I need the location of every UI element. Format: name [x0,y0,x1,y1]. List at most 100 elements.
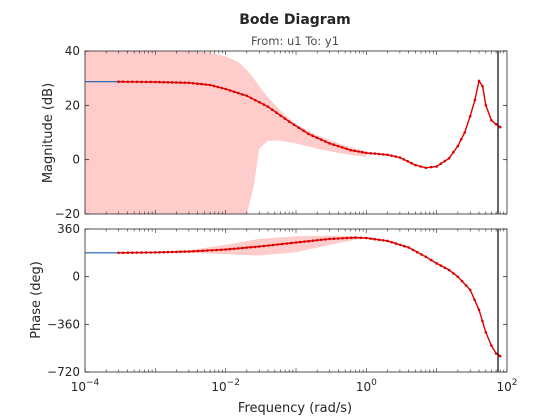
phase-data-point [324,238,327,241]
magnitude-data-point [439,162,443,165]
magnitude-data-point [191,81,195,85]
phase-data-point [241,246,244,250]
magnitude-data-point [208,83,212,87]
magnitude-data-point [262,103,266,106]
phase-data-point [135,251,139,254]
phase-data-point [280,242,284,246]
phase-data-point [365,236,368,240]
phase-data-point [354,236,357,239]
magnitude-band-area [85,51,367,214]
phase-data-point [149,251,152,254]
phase-data-point [294,241,298,244]
phase-ticks: −720 −360 0 360 10−4 10−2 100 102 [47,222,517,394]
magnitude-data-point [315,136,319,139]
phase-data-point [349,236,353,240]
phase-data-point [398,243,402,247]
phase-data-point [303,240,306,243]
phase-data-point [298,240,302,244]
magnitude-ytick-label: 0 [72,153,80,167]
phase-data-point [411,248,415,252]
magnitude-ylabel: Magnitude (dB) [41,83,56,183]
phase-data-point [307,239,310,243]
magnitude-data-point [162,80,165,84]
magnitude-data-point [324,140,327,143]
magnitude-data-point [452,150,455,154]
x-tick-label: 100 [356,378,377,394]
magnitude-data-point [121,80,125,83]
magnitude-data-point [179,81,182,84]
magnitude-data-point [365,151,368,155]
phase-data-point [140,251,143,254]
phase-data-point [435,262,439,265]
phase-data-point [271,243,275,247]
magnitude-data-point [336,144,340,148]
phase-data-point [468,288,472,292]
phase-data-point [228,247,232,251]
magnitude-data-point [406,160,410,163]
phase-data-point [166,250,170,254]
phase-ytick-label: 360 [57,222,80,236]
magnitude-data-point [183,81,186,84]
phase-data-point [394,242,398,245]
phase-data-point [407,246,411,249]
chart-subtitle: From: u1 To: y1 [251,34,339,48]
phase-data-point [162,250,165,254]
magnitude-data-point [319,138,323,141]
magnitude-data-point [357,150,360,153]
phase-data-point [429,258,433,262]
phase-data-point [373,237,377,241]
magnitude-data-point [279,114,283,117]
magnitude-data-point [369,152,372,155]
phase-data-point [196,249,200,253]
magnitude-data-point [328,142,331,145]
magnitude-data-point [345,147,348,151]
magnitude-data-point [402,158,406,161]
phase-data-point [158,251,161,254]
phase-data-point [369,237,372,240]
phase-data-point [175,250,178,254]
magnitude-data-point [307,132,310,136]
magnitude-data-point [237,91,240,95]
magnitude-data-point [477,79,481,83]
magnitude-data-point [216,85,220,89]
magnitude-data-point [258,101,261,104]
magnitude-data-point [131,80,134,84]
magnitude-data-point [154,80,157,84]
magnitude-data-point [297,126,301,129]
phase-data-point [336,237,340,240]
magnitude-data-point [494,123,498,126]
magnitude-series [85,79,502,170]
magnitude-data-point [232,90,236,94]
phase-data-point [494,352,498,355]
magnitude-data-point [292,123,296,126]
phase-data-point [267,244,270,247]
phase-data-point [144,251,148,254]
phase-data-point [253,245,257,249]
magnitude-data-point [481,85,484,88]
phase-data-point [439,264,443,267]
phase-data-point [245,246,248,249]
magnitude-data-point [126,80,130,84]
magnitude-data-point [170,81,174,84]
phase-data-point [206,249,209,252]
magnitude-data-point [228,89,232,92]
phase-data-point [464,284,468,287]
phase-data-point [359,236,363,240]
phase-data-point [117,251,120,255]
phase-data-point [443,266,447,270]
phase-data-point [154,251,157,254]
phase-data-point [424,255,428,259]
magnitude-data-point [443,159,447,163]
phase-data-point [460,279,464,283]
phase-data-point [452,272,455,275]
phase-data-point [447,268,451,272]
magnitude-data-point [473,98,477,102]
magnitude-data-point [382,153,385,156]
magnitude-data-point [200,82,203,86]
magnitude-data-point [341,146,344,149]
magnitude-data-point [414,163,417,167]
magnitude-data-point [377,152,381,156]
chart-title: Bode Diagram [239,12,351,28]
x-tick-label: 102 [496,378,517,394]
magnitude-data-point [419,165,422,168]
